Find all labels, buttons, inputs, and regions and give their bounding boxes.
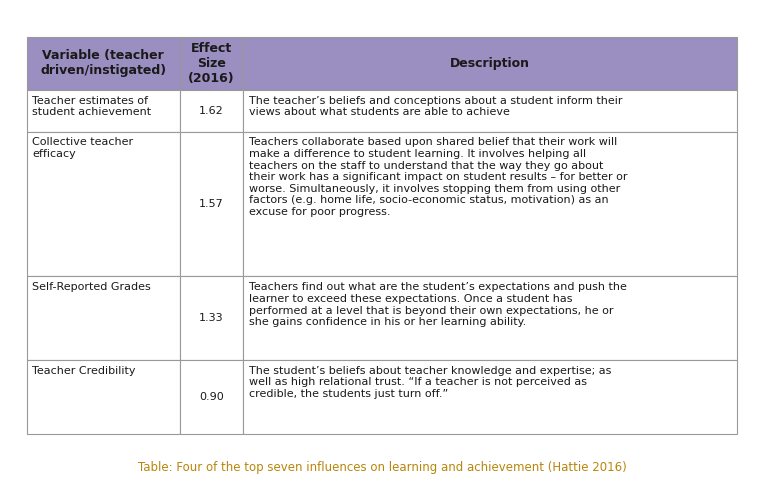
Bar bbox=[244, 90, 737, 132]
Text: Effect
Size
(2016): Effect Size (2016) bbox=[188, 42, 235, 85]
Text: Variable (teacher
driven/instigated): Variable (teacher driven/instigated) bbox=[40, 49, 167, 77]
Text: Description: Description bbox=[450, 57, 530, 70]
Text: The student’s beliefs about teacher knowledge and expertise; as
well as high rel: The student’s beliefs about teacher know… bbox=[249, 366, 611, 399]
Bar bbox=[27, 132, 180, 276]
Bar bbox=[180, 360, 244, 434]
Bar bbox=[180, 276, 244, 360]
Text: 1.33: 1.33 bbox=[199, 313, 224, 323]
Bar bbox=[244, 276, 737, 360]
Bar bbox=[27, 276, 180, 360]
Text: 1.57: 1.57 bbox=[199, 199, 224, 209]
Bar bbox=[180, 90, 244, 132]
Text: Self-Reported Grades: Self-Reported Grades bbox=[32, 282, 151, 293]
Text: Teachers collaborate based upon shared belief that their work will
make a differ: Teachers collaborate based upon shared b… bbox=[249, 138, 627, 217]
Bar bbox=[244, 360, 737, 434]
Bar bbox=[27, 90, 180, 132]
Bar bbox=[244, 37, 737, 90]
Bar bbox=[27, 360, 180, 434]
Bar bbox=[180, 37, 244, 90]
Text: Collective teacher
efficacy: Collective teacher efficacy bbox=[32, 138, 133, 159]
Text: 1.62: 1.62 bbox=[199, 106, 224, 116]
Text: The teacher’s beliefs and conceptions about a student inform their
views about w: The teacher’s beliefs and conceptions ab… bbox=[249, 96, 623, 118]
Bar bbox=[27, 37, 180, 90]
Text: Table: Four of the top seven influences on learning and achievement (Hattie 2016: Table: Four of the top seven influences … bbox=[138, 462, 626, 474]
Text: Teachers find out what are the student’s expectations and push the
learner to ex: Teachers find out what are the student’s… bbox=[249, 282, 626, 327]
Text: Teacher Credibility: Teacher Credibility bbox=[32, 366, 135, 376]
Text: 0.90: 0.90 bbox=[199, 392, 224, 402]
Bar bbox=[244, 132, 737, 276]
Text: Teacher estimates of
student achievement: Teacher estimates of student achievement bbox=[32, 96, 151, 118]
Bar bbox=[180, 132, 244, 276]
